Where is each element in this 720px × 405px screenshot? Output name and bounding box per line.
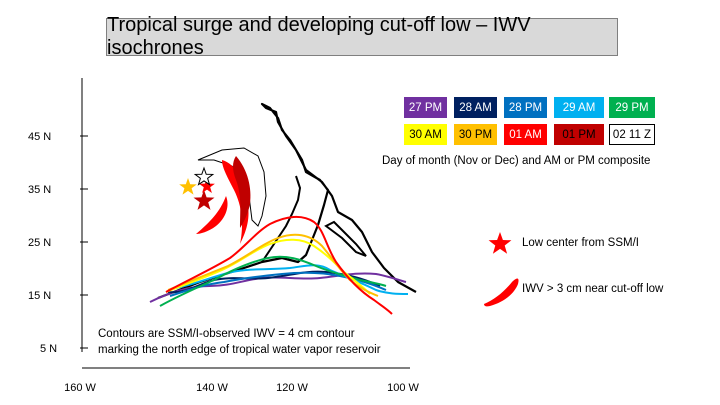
low-center-label: Low center from SSM/I <box>522 237 639 249</box>
x-tick-label: 160 W <box>64 382 96 394</box>
low-center-star <box>193 190 215 210</box>
y-tick-label: 15 N <box>28 290 51 302</box>
note-line-2: marking the north edge of tropical water… <box>98 344 381 356</box>
y-tick-label: 45 N <box>28 131 51 143</box>
iwv-label: IWV > 3 cm near cut-off low <box>522 283 664 295</box>
isochrone-29-pm <box>159 255 387 307</box>
iwv-blob <box>233 156 251 228</box>
coastline <box>157 102 417 300</box>
coastline-inlet <box>324 220 367 257</box>
note-line-1: Contours are SSM/I-observed IWV = 4 cm c… <box>98 328 355 340</box>
legend-caption: Day of month (Nov or Dec) and AM or PM c… <box>382 155 651 167</box>
diagram-title: Tropical surge and developing cut-off lo… <box>106 14 618 59</box>
legend-30-am: 30 AM <box>404 124 447 145</box>
coastline-peninsula <box>261 175 302 263</box>
contour-note: Contours are SSM/I-observed IWV = 4 cm c… <box>98 326 381 358</box>
x-tick-label: 140 W <box>196 382 228 394</box>
isochrone-27-pm <box>149 272 407 303</box>
legend-01-am: 01 AM <box>504 124 547 145</box>
legend-02-11z: 02 11 Z <box>609 124 655 145</box>
low-center-star <box>193 166 215 186</box>
legend-iwv-blob <box>484 278 519 307</box>
y-tick-label: 25 N <box>28 237 51 249</box>
x-tick-label: 120 W <box>276 382 308 394</box>
x-tick-label: 100 W <box>387 382 419 394</box>
y-tick-label: 35 N <box>28 184 51 196</box>
legend-30-pm: 30 PM <box>454 124 497 145</box>
isochrone-01-am <box>165 216 393 315</box>
legend-01-pm: 01 PM <box>554 124 604 145</box>
legend-27-pm: 27 PM <box>404 97 447 118</box>
y-tick-label: 5 N <box>40 343 57 355</box>
legend-28-am: 28 AM <box>454 97 497 118</box>
legend-low-center-star <box>488 232 512 254</box>
iwv-blob <box>196 196 228 234</box>
legend-29-am: 29 AM <box>554 97 604 118</box>
low-center-star <box>179 178 197 195</box>
legend-29-pm: 29 PM <box>609 97 655 118</box>
legend-28-pm: 28 PM <box>504 97 547 118</box>
low-center-star <box>199 178 215 193</box>
